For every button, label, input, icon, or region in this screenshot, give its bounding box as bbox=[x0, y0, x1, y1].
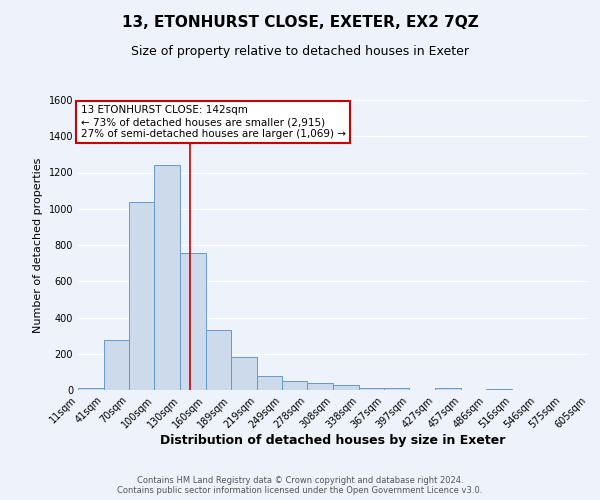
Bar bbox=[435, 388, 461, 390]
Text: Contains HM Land Registry data © Crown copyright and database right 2024.
Contai: Contains HM Land Registry data © Crown c… bbox=[118, 476, 482, 495]
Bar bbox=[104, 340, 128, 390]
Bar bbox=[180, 253, 206, 390]
Bar bbox=[333, 386, 359, 390]
Bar bbox=[283, 382, 307, 390]
Bar bbox=[257, 376, 283, 390]
Bar bbox=[128, 202, 154, 390]
Bar bbox=[231, 358, 257, 390]
Bar bbox=[359, 388, 383, 390]
Y-axis label: Number of detached properties: Number of detached properties bbox=[33, 158, 43, 332]
Bar bbox=[383, 388, 409, 390]
Text: 13 ETONHURST CLOSE: 142sqm
← 73% of detached houses are smaller (2,915)
27% of s: 13 ETONHURST CLOSE: 142sqm ← 73% of deta… bbox=[80, 106, 346, 138]
Bar bbox=[206, 330, 231, 390]
X-axis label: Distribution of detached houses by size in Exeter: Distribution of detached houses by size … bbox=[160, 434, 506, 447]
Bar bbox=[307, 383, 333, 390]
Bar bbox=[154, 165, 180, 390]
Bar bbox=[486, 388, 512, 390]
Bar bbox=[78, 388, 104, 390]
Text: 13, ETONHURST CLOSE, EXETER, EX2 7QZ: 13, ETONHURST CLOSE, EXETER, EX2 7QZ bbox=[122, 15, 478, 30]
Text: Size of property relative to detached houses in Exeter: Size of property relative to detached ho… bbox=[131, 45, 469, 58]
